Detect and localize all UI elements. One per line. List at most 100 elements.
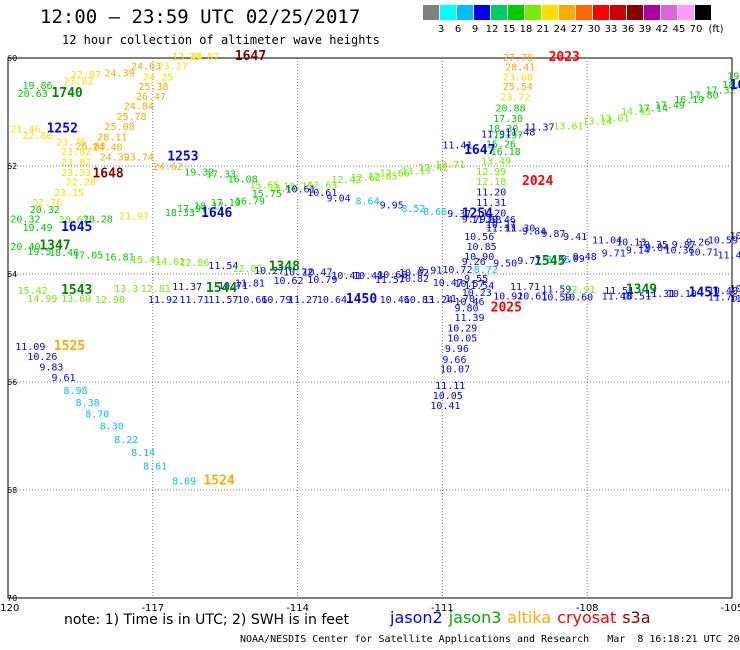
legend-item-altika: altika: [507, 608, 552, 627]
wave-height-label: 13.3: [114, 284, 138, 295]
wave-height-label: 8.38: [76, 398, 100, 409]
wave-height-label: 13.17: [401, 166, 431, 177]
wave-height-label: 11.91: [481, 130, 511, 141]
color-scale-swatch: [644, 5, 661, 20]
color-scale-swatch: [610, 5, 627, 20]
color-scale-swatch: [542, 5, 559, 20]
wave-height-label: 9.84: [522, 226, 546, 237]
wave-height-label: 25.38: [138, 82, 168, 93]
pass-time-label: 1543: [61, 283, 92, 298]
wave-height-label: 22.76: [32, 198, 62, 209]
wave-height-label: 11.37: [524, 123, 554, 134]
wave-height-label: 14.99: [27, 294, 57, 305]
wave-height-label: 10.29: [447, 323, 477, 334]
legend-item-jason3: jason3: [448, 608, 502, 627]
wave-height-label: 10.90: [464, 252, 494, 263]
wave-height-label: 10.85: [467, 242, 497, 253]
wave-height-label: 10.62: [399, 268, 429, 279]
pass-time-label: 1544: [206, 281, 237, 296]
wave-height-label: 11.11: [435, 381, 465, 392]
wave-height-label: 21.46: [10, 125, 40, 136]
wave-height-label: 10.79: [307, 275, 337, 286]
wave-height-label: 26.47: [136, 92, 166, 103]
wave-height-label: 10.71: [218, 281, 248, 292]
latitude-tick-label: 66: [7, 378, 17, 387]
wave-height-label: 15.26: [486, 139, 516, 150]
wave-height-label: 10.68: [377, 270, 407, 281]
wave-height-label: 10.61: [307, 188, 337, 199]
wave-height-label: 11.39: [454, 313, 484, 324]
color-scale-swatch: [661, 5, 678, 20]
wave-height-label: 20.67: [59, 215, 89, 226]
wave-height-label: 13.44: [172, 52, 202, 63]
color-scale-swatch: [423, 5, 440, 20]
wave-height-label: 9.50: [493, 259, 517, 270]
longitude-tick-label: -120: [0, 603, 19, 614]
wave-height-label: 10.27: [486, 220, 516, 231]
wave-height-label: 8.85: [546, 255, 570, 266]
wave-height-label: 10.47: [302, 267, 332, 278]
wave-height-label: 27.78: [503, 53, 533, 64]
color-scale-label: 42: [655, 24, 669, 35]
color-scale-swatch: [440, 5, 457, 20]
pass-time-label: 1254: [462, 207, 493, 222]
wave-height-label: 9.66: [442, 355, 466, 366]
wave-height-label: 10.66: [237, 295, 267, 306]
wave-height-label: 10.62: [273, 276, 303, 287]
legend-item-s3a: s3a: [622, 608, 651, 627]
wave-height-label: 11.57: [208, 295, 238, 306]
wave-height-label: 14.02: [155, 257, 185, 268]
wave-height-label: 10.46: [454, 297, 484, 308]
color-scale-label: 39: [638, 24, 652, 35]
wave-height-label: 23.76: [56, 138, 86, 149]
wave-height-label: 11.76: [708, 293, 738, 304]
wave-height-label: 11.31: [476, 198, 506, 209]
wave-height-label: 16.81: [105, 253, 135, 264]
wave-height-label: 25.08: [105, 122, 135, 133]
wave-height-label: 19.5: [27, 247, 51, 258]
wave-height-label: 17.33: [206, 170, 236, 181]
map-subtitle: 12 hour collection of altimeter wave hei…: [62, 33, 380, 47]
pass-time-label: 1646: [201, 206, 232, 221]
wave-height-label: 28.11: [97, 132, 127, 143]
wave-height-label: 10.: [730, 284, 740, 295]
wave-height-label: 12.90: [95, 295, 125, 306]
color-scale-swatch: [576, 5, 593, 20]
wave-height-label: 9.71: [602, 248, 626, 259]
wave-height-label: 24.39: [100, 152, 130, 163]
wave-height-label: 11.54: [208, 261, 238, 272]
wave-height-label: 23.17: [158, 62, 188, 73]
pass-time-label: 2025: [491, 300, 522, 315]
wave-height-label: 9.79: [462, 214, 486, 225]
wave-height-label: 9.96: [445, 344, 469, 355]
wave-height-label: 14.45: [621, 107, 651, 118]
wave-height-label: 8.14: [131, 448, 155, 459]
wave-height-label: 9.77: [517, 256, 541, 267]
color-scale-swatch: [457, 5, 474, 20]
wave-height-label: 17.32: [705, 85, 735, 96]
wave-height-label: 11.54: [464, 281, 494, 292]
wave-height-label: 23.15: [54, 188, 84, 199]
wave-height-label: 20.63: [18, 89, 48, 100]
wave-height-label: 13.14: [582, 117, 612, 128]
wave-height-label: 10.05: [433, 391, 463, 402]
pass-time-label: 16: [730, 78, 740, 93]
wave-height-label: 12.66: [380, 168, 410, 179]
color-scale-label: 30: [587, 24, 601, 35]
wave-height-label: 12.63: [307, 180, 337, 191]
wave-height-label: 11.17: [486, 224, 516, 235]
wave-height-label: 24.62: [153, 162, 183, 173]
wave-height-label: 18.71: [722, 80, 740, 91]
color-scale-label: 18: [519, 24, 533, 35]
wave-height-label: 11.37: [172, 282, 202, 293]
wave-height-label: 16.08: [228, 174, 258, 185]
color-scale-label: 24: [553, 24, 567, 35]
wave-height-label: 8.66: [423, 207, 447, 218]
credit-line: NOAA/NESDIS Center for Satellite Applica…: [240, 634, 740, 645]
wave-height-label: 10.83: [404, 295, 434, 306]
wave-height-label: 17.97: [177, 204, 207, 215]
wave-height-label: 11.24: [423, 295, 453, 306]
latitude-tick-label: 60: [7, 54, 17, 63]
wave-height-label: 9.61: [51, 373, 75, 384]
wave-height-label: 11.48: [602, 292, 632, 303]
